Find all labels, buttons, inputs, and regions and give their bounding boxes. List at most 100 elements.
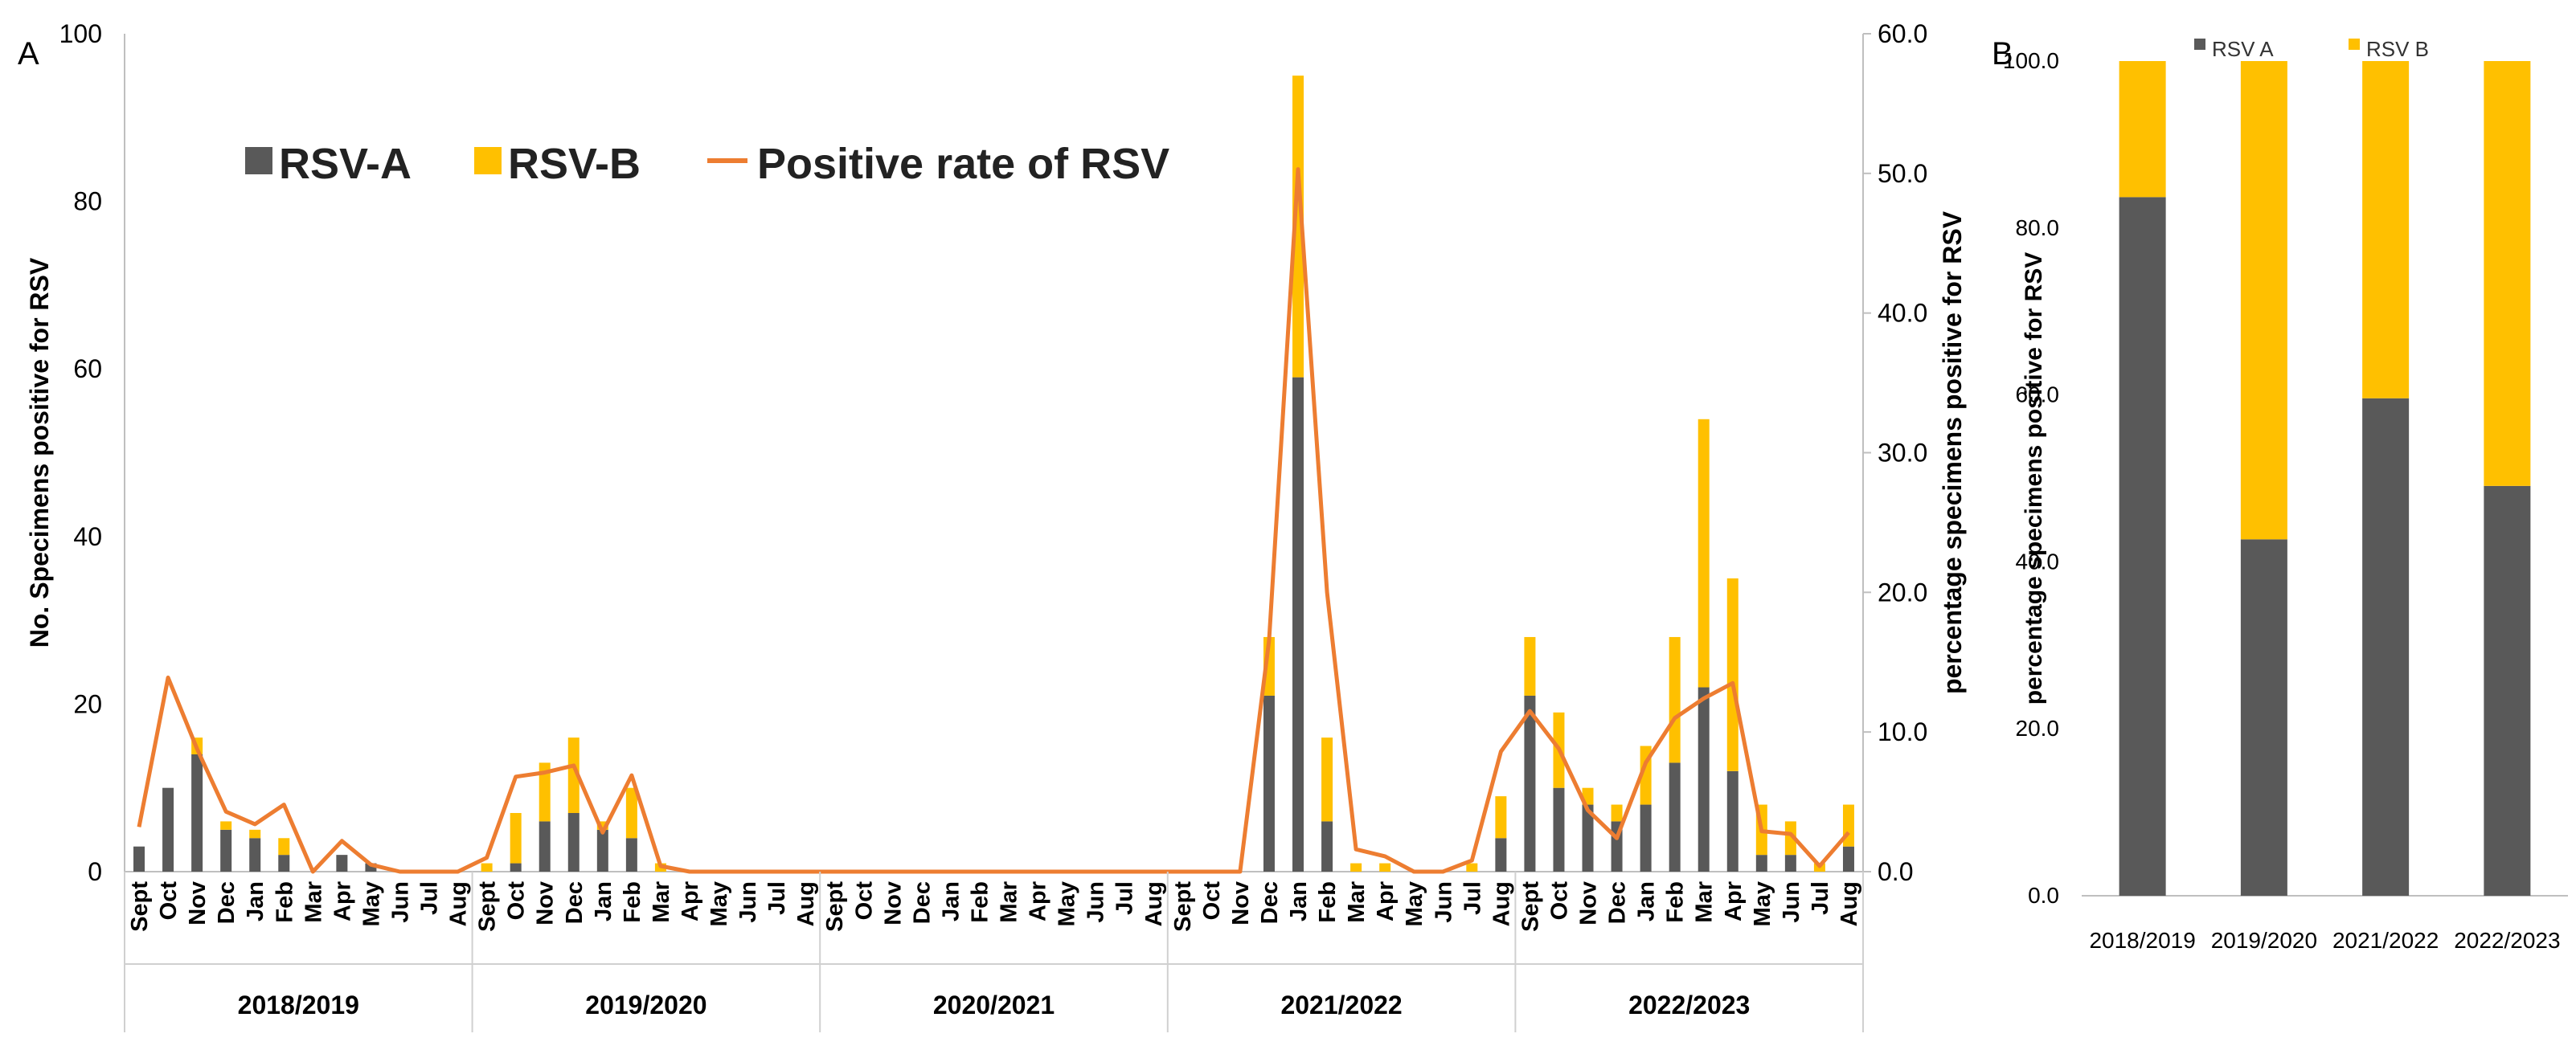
x-tick-label: Aug <box>446 881 472 926</box>
season-label: 2021/2022 <box>1280 991 1402 1019</box>
x-tick-label: Apr <box>678 881 703 921</box>
bar-b-rsv-a <box>2484 485 2531 896</box>
y-axis-title: No. Specimens positive for RSV <box>25 257 54 648</box>
y-tick-label: 60 <box>73 354 102 383</box>
bar-rsv-a <box>1640 804 1652 872</box>
y2-axis-title: percentage specimens positive for RSV <box>1938 210 1967 694</box>
bar-rsv-a <box>567 812 579 872</box>
panel-a: 0 20 40 60 80 100 0.0 10.0 20.0 30.0 40.0 50.0 60.0 N… <box>18 19 1967 1032</box>
x-tick-label-b: 2019/2020 <box>2211 928 2317 953</box>
x-tick-label: Jun <box>735 881 761 923</box>
x-tick-label: May <box>1750 881 1775 926</box>
x-tick-label: Dec <box>562 881 588 924</box>
x-tick-label: Oct <box>504 881 530 921</box>
bar-rsv-a <box>1321 821 1333 872</box>
bar-b-rsv-b <box>2484 61 2531 486</box>
legend-swatch-rsv-a <box>245 147 272 174</box>
bar-rsv-b <box>249 829 261 839</box>
y-tick-label-b: 80.0 <box>2016 215 2060 240</box>
x-tick-label: Oct <box>156 881 182 921</box>
bar-rsv-a <box>162 787 174 872</box>
x-tick-label: Jul <box>417 881 443 915</box>
y-tick-label-b: 60.0 <box>2016 382 2060 407</box>
x-tick-label: Jun <box>1431 881 1456 923</box>
x-tick-label: Mar <box>997 881 1022 923</box>
bar-rsv-a <box>1842 846 1854 872</box>
x-tick-label: May <box>1055 881 1080 926</box>
x-tick-label: Sept <box>127 881 153 932</box>
bar-rsv-b <box>1784 821 1796 856</box>
y-tick-label-b: 40.0 <box>2016 549 2060 574</box>
x-tick-label: May <box>358 881 384 926</box>
bar-rsv-a <box>336 855 348 872</box>
bar-rsv-b <box>1611 804 1623 822</box>
legend-label-rsv-b: RSV-B <box>508 140 641 188</box>
x-tick-label: Dec <box>1257 881 1283 924</box>
legend-swatch-b-rsv-a <box>2194 39 2205 50</box>
x-tick-label: Mar <box>301 881 326 923</box>
y-tick-label-b: 0.0 <box>2028 883 2059 908</box>
x-tick-label: Mar <box>649 881 674 923</box>
legend-swatch-rsv-b <box>474 147 502 174</box>
bar-rsv-a <box>278 855 290 872</box>
bar-rsv-b <box>1842 804 1854 847</box>
x-tick-label: Jun <box>1779 881 1804 923</box>
x-tick-label: Sept <box>822 881 848 932</box>
x-tick-label: Jan <box>243 881 268 921</box>
x-tick-label: May <box>706 881 732 926</box>
bar-rsv-a <box>1263 695 1275 872</box>
x-tick-label: Aug <box>1837 881 1862 926</box>
x-tick-label: Nov <box>185 881 211 925</box>
bar-rsv-b <box>539 762 551 822</box>
x-tick-label: Aug <box>1141 881 1167 926</box>
bar-rsv-b <box>220 821 232 830</box>
bar-rsv-a <box>1784 855 1796 872</box>
x-tick-label: Jun <box>387 881 413 923</box>
x-tick-label: Sept <box>1517 881 1543 932</box>
x-tick-label: Aug <box>1489 881 1514 926</box>
x-tick-label: Dec <box>214 881 240 924</box>
x-tick-label: Jan <box>591 881 616 921</box>
x-tick-label: Apr <box>1373 881 1399 921</box>
bar-rsv-a <box>365 863 377 872</box>
x-tick-label-b: 2018/2019 <box>2089 928 2195 953</box>
x-tick-label: Nov <box>1228 881 1254 925</box>
x-tick-label: Jan <box>938 881 964 921</box>
legend-label-rsv-a: RSV-A <box>279 140 412 188</box>
bar-rsv-a <box>596 829 608 872</box>
bar-rsv-b <box>278 838 290 856</box>
bar-rsv-a <box>625 838 637 872</box>
x-tick-label: Nov <box>880 881 906 925</box>
x-tick-label-b: 2022/2023 <box>2454 928 2560 953</box>
x-tick-label: Feb <box>1315 881 1341 923</box>
bar-rsv-a <box>1292 377 1304 872</box>
x-tick-label: Feb <box>967 881 993 923</box>
bar-rsv-b <box>1350 863 1362 872</box>
panel-b: 0.0 20.0 40.0 60.0 80.0 100.0 percentage speci… <box>1992 36 2568 953</box>
bar-rsv-b <box>1524 636 1536 696</box>
y2-tick-label: 10.0 <box>1878 717 1927 746</box>
bar-rsv-b <box>481 863 493 872</box>
season-label: 2019/2020 <box>585 991 706 1019</box>
bar-rsv-a <box>220 829 232 872</box>
bar-b-rsv-a <box>2362 398 2410 897</box>
positive-rate-line <box>137 167 1850 874</box>
x-tick-label: Apr <box>1026 881 1051 921</box>
x-tick-label: Jun <box>1083 881 1109 923</box>
x-tick-label: Nov <box>533 881 559 925</box>
x-tick-label: Sept <box>1170 881 1196 932</box>
bar-b-rsv-b <box>2362 61 2410 398</box>
y-tick-label: 100 <box>59 19 102 48</box>
bar-rsv-b <box>1669 636 1681 763</box>
bar-rsv-b <box>596 821 608 830</box>
bar-rsv-b <box>1726 578 1738 771</box>
x-tick-label-b: 2021/2022 <box>2332 928 2439 953</box>
bar-b-rsv-a <box>2119 197 2166 896</box>
y-tick-label: 20 <box>73 689 102 718</box>
bar-rsv-b <box>1698 419 1710 688</box>
x-tick-label: Jan <box>1634 881 1660 921</box>
x-tick-label: Feb <box>1663 881 1689 923</box>
y2-tick-label: 50.0 <box>1878 159 1927 188</box>
x-tick-label: Jul <box>1460 881 1485 915</box>
bar-rsv-a <box>1582 804 1594 872</box>
